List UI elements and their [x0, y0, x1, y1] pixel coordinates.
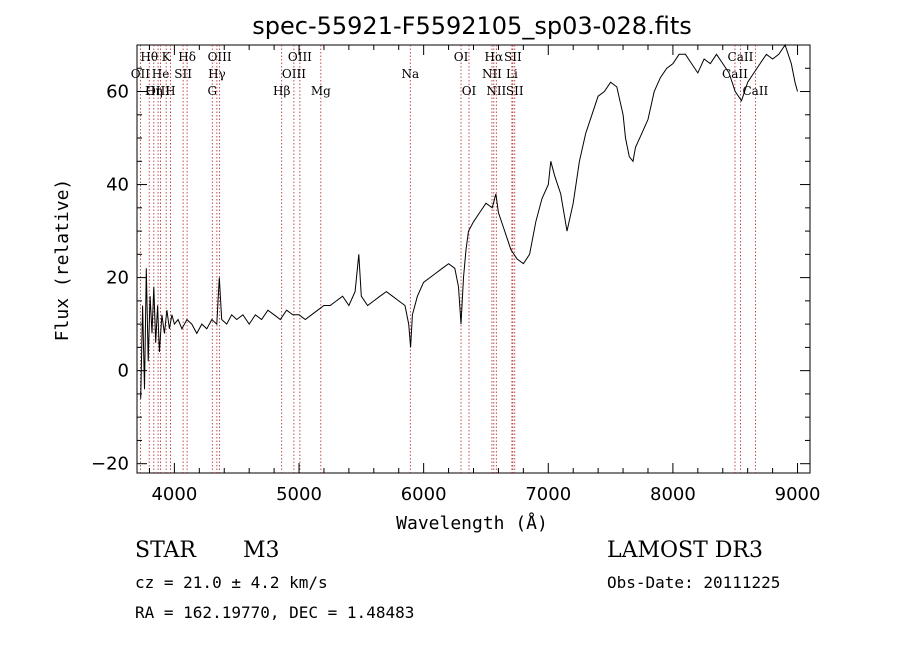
x-tick-label: 6000: [401, 484, 447, 505]
spectrum-line: [140, 43, 798, 399]
y-tick-label: 20: [106, 268, 129, 289]
x-tick-label: 4000: [151, 484, 197, 505]
object-class: STAR: [135, 538, 196, 563]
axis-tick-labels: 4000 5000 6000 7000 8000 9000 −20 0 20 40 60: [91, 82, 820, 505]
emission-line-label: Na: [401, 67, 419, 81]
x-tick-label: 8000: [650, 484, 696, 505]
survey-name: LAMOST DR3: [607, 538, 763, 563]
y-tick-label: 0: [118, 361, 129, 382]
emission-line-label: SII: [506, 84, 524, 98]
y-tick-label: 60: [106, 82, 129, 103]
emission-line-label: OII: [131, 67, 151, 81]
x-axis-label: Wavelength (Å): [396, 512, 548, 534]
emission-line-label: CaII: [722, 67, 748, 81]
emission-line-label: G: [207, 84, 217, 98]
emission-line-label: OIII: [146, 84, 170, 98]
axis-ticks: [137, 44, 810, 473]
emission-line-label: SII: [174, 67, 192, 81]
emission-line-label: CaII: [728, 50, 754, 64]
object-subclass: M3: [243, 538, 280, 563]
redshift-info: cz = 21.0 ± 4.2 km/s: [135, 573, 328, 592]
emission-line-label: SII: [504, 50, 522, 64]
emission-line-label: OI: [454, 50, 469, 64]
emission-line-label: CaII: [742, 84, 768, 98]
x-tick-label: 7000: [525, 484, 571, 505]
coordinates: RA = 162.19770, DEC = 1.48483: [135, 603, 415, 622]
emission-line-label: OI: [462, 84, 477, 98]
chart-title: spec-55921-F5592105_sp03-028.fits: [252, 12, 691, 40]
emission-line-label: Hθ: [140, 50, 158, 64]
emission-line-label: K: [162, 50, 172, 64]
emission-line-label: Mg: [311, 84, 331, 98]
x-tick-label: 5000: [276, 484, 322, 505]
emission-line-label: NII: [482, 67, 502, 81]
emission-line-label: Hδ: [178, 50, 196, 64]
y-axis-label: Flux (relative): [52, 179, 73, 342]
emission-line-label: OIII: [208, 50, 232, 64]
emission-line-label: Hγ: [208, 67, 226, 81]
y-tick-label: 40: [106, 175, 129, 196]
emission-line-label: Li: [506, 67, 518, 81]
x-tick-label: 9000: [775, 484, 821, 505]
plot-frame: [136, 44, 811, 474]
emission-line-label: OIII: [282, 67, 306, 81]
emission-line-label: Hα: [485, 50, 504, 64]
emission-line-label: OIII: [288, 50, 312, 64]
emission-line-label: Hβ: [273, 84, 290, 98]
emission-line-label: He: [152, 67, 170, 81]
emission-line-label: Hη: [145, 84, 163, 98]
y-tick-label: −20: [91, 454, 129, 475]
emission-line-label: H: [165, 84, 175, 98]
observation-date: Obs-Date: 20111225: [607, 573, 781, 592]
emission-line-markers: [139, 45, 756, 473]
emission-line-label: NII: [486, 84, 506, 98]
